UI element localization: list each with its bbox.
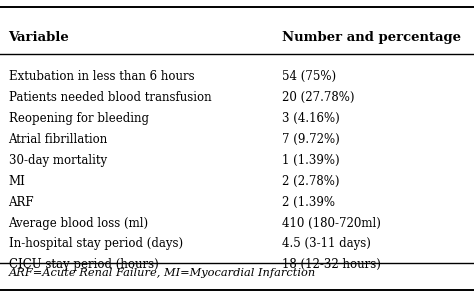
Text: Average blood loss (ml): Average blood loss (ml) [9, 217, 149, 230]
Text: 20 (27.78%): 20 (27.78%) [282, 91, 355, 104]
Text: 54 (75%): 54 (75%) [282, 70, 336, 83]
Text: Patients needed blood transfusion: Patients needed blood transfusion [9, 91, 211, 104]
Text: Extubation in less than 6 hours: Extubation in less than 6 hours [9, 70, 194, 83]
Text: 4.5 (3-11 days): 4.5 (3-11 days) [282, 237, 371, 251]
Text: Variable: Variable [9, 31, 69, 44]
Text: ARF=Acute Renal Failure, MI=Myocardial Infarction: ARF=Acute Renal Failure, MI=Myocardial I… [9, 268, 316, 278]
Text: 30-day mortality: 30-day mortality [9, 154, 107, 167]
Text: In-hospital stay period (days): In-hospital stay period (days) [9, 237, 182, 251]
Text: Atrial fibrillation: Atrial fibrillation [9, 133, 108, 146]
Text: 410 (180-720ml): 410 (180-720ml) [282, 217, 381, 230]
Text: 2 (1.39%: 2 (1.39% [282, 196, 335, 209]
Text: 18 (12-32 hours): 18 (12-32 hours) [282, 258, 381, 272]
Text: MI: MI [9, 175, 26, 188]
Text: 7 (9.72%): 7 (9.72%) [282, 133, 340, 146]
Text: 2 (2.78%): 2 (2.78%) [282, 175, 339, 188]
Text: 1 (1.39%): 1 (1.39%) [282, 154, 340, 167]
Text: 3 (4.16%): 3 (4.16%) [282, 112, 340, 125]
Text: ARF: ARF [9, 196, 34, 209]
Text: CICU stay period (hours): CICU stay period (hours) [9, 258, 158, 272]
Text: Reopening for bleeding: Reopening for bleeding [9, 112, 148, 125]
Text: Number and percentage: Number and percentage [282, 31, 461, 44]
